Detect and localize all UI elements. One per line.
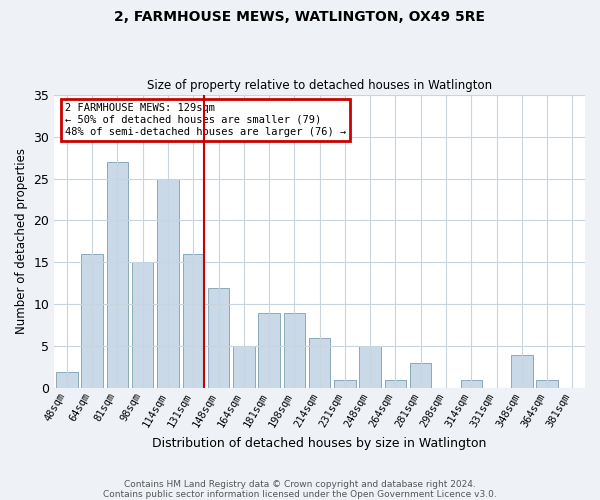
Bar <box>208 288 229 388</box>
Bar <box>132 262 154 388</box>
Bar <box>511 355 533 388</box>
Bar <box>309 338 331 388</box>
Bar <box>334 380 356 388</box>
Text: 2 FARMHOUSE MEWS: 129sqm
← 50% of detached houses are smaller (79)
48% of semi-d: 2 FARMHOUSE MEWS: 129sqm ← 50% of detach… <box>65 104 346 136</box>
Text: Contains HM Land Registry data © Crown copyright and database right 2024.
Contai: Contains HM Land Registry data © Crown c… <box>103 480 497 499</box>
Bar <box>259 313 280 388</box>
Title: Size of property relative to detached houses in Watlington: Size of property relative to detached ho… <box>147 79 492 92</box>
Text: 2, FARMHOUSE MEWS, WATLINGTON, OX49 5RE: 2, FARMHOUSE MEWS, WATLINGTON, OX49 5RE <box>115 10 485 24</box>
Y-axis label: Number of detached properties: Number of detached properties <box>15 148 28 334</box>
Bar <box>157 178 179 388</box>
Bar <box>461 380 482 388</box>
Bar <box>284 313 305 388</box>
Bar <box>410 363 431 388</box>
Bar <box>359 346 381 389</box>
Bar <box>182 254 204 388</box>
Bar <box>56 372 77 388</box>
X-axis label: Distribution of detached houses by size in Watlington: Distribution of detached houses by size … <box>152 437 487 450</box>
Bar <box>107 162 128 388</box>
Bar <box>82 254 103 388</box>
Bar <box>233 346 254 389</box>
Bar <box>536 380 558 388</box>
Bar <box>385 380 406 388</box>
